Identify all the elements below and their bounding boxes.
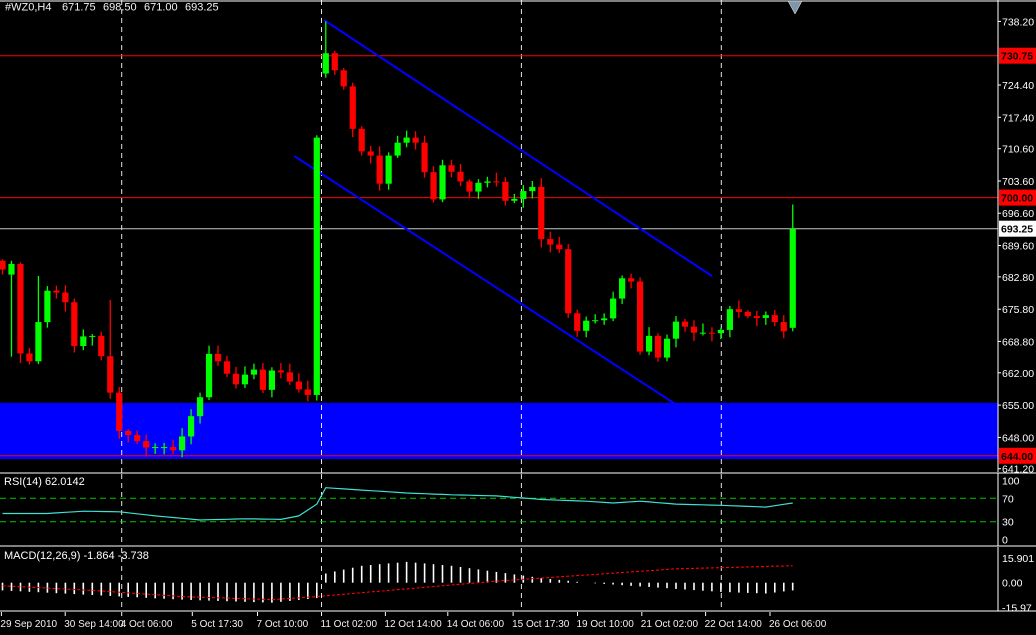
svg-text:662.00: 662.00 xyxy=(1002,368,1034,380)
svg-text:689.60: 689.60 xyxy=(1002,241,1034,253)
svg-text:703.60: 703.60 xyxy=(1002,176,1034,188)
svg-text:12 Oct 14:00: 12 Oct 14:00 xyxy=(384,619,442,630)
svg-text:710.60: 710.60 xyxy=(1002,144,1034,156)
svg-text:5 Oct 17:30: 5 Oct 17:30 xyxy=(191,619,243,630)
svg-text:4 Oct 06:00: 4 Oct 06:00 xyxy=(121,619,173,630)
svg-text:641.20: 641.20 xyxy=(1002,464,1034,476)
svg-text:671.00: 671.00 xyxy=(144,2,178,14)
svg-text:0: 0 xyxy=(1002,534,1008,546)
svg-text:15 Oct 17:30: 15 Oct 17:30 xyxy=(512,619,570,630)
svg-text:655.00: 655.00 xyxy=(1002,400,1034,412)
svg-text:700.00: 700.00 xyxy=(1001,193,1033,205)
svg-text:11 Oct 02:00: 11 Oct 02:00 xyxy=(321,619,378,630)
svg-text:693.25: 693.25 xyxy=(185,2,219,14)
svg-text:15.901: 15.901 xyxy=(1002,553,1034,565)
svg-text:26 Oct 06:00: 26 Oct 06:00 xyxy=(769,619,827,630)
svg-text:7 Oct 10:00: 7 Oct 10:00 xyxy=(257,619,309,630)
svg-text:22 Oct 14:00: 22 Oct 14:00 xyxy=(705,619,763,630)
svg-text:0.00: 0.00 xyxy=(1002,578,1023,590)
svg-text:644.00: 644.00 xyxy=(1001,451,1033,463)
svg-text:693.25: 693.25 xyxy=(1001,224,1033,236)
svg-text:648.00: 648.00 xyxy=(1002,432,1034,444)
svg-text:70: 70 xyxy=(1002,493,1014,505)
svg-text:19 Oct 10:00: 19 Oct 10:00 xyxy=(577,619,635,630)
svg-text:671.75: 671.75 xyxy=(62,2,96,14)
svg-text:21 Oct 02:00: 21 Oct 02:00 xyxy=(641,619,699,630)
svg-text:730.75: 730.75 xyxy=(1001,51,1033,63)
svg-text:30: 30 xyxy=(1002,517,1014,529)
svg-text:14 Oct 06:00: 14 Oct 06:00 xyxy=(447,619,505,630)
svg-text:668.80: 668.80 xyxy=(1002,336,1034,348)
svg-text:MACD(12,26,9) -1.864 -3.738: MACD(12,26,9) -1.864 -3.738 xyxy=(4,550,149,562)
svg-text:724.40: 724.40 xyxy=(1002,80,1034,92)
svg-text:682.80: 682.80 xyxy=(1002,272,1034,284)
svg-text:29 Sep 2010: 29 Sep 2010 xyxy=(0,619,57,630)
svg-text:698.50: 698.50 xyxy=(103,2,137,14)
svg-text:RSI(14) 62.0142: RSI(14) 62.0142 xyxy=(4,476,85,488)
svg-text:100: 100 xyxy=(1002,476,1020,488)
svg-text:717.40: 717.40 xyxy=(1002,112,1034,124)
svg-text:675.80: 675.80 xyxy=(1002,304,1034,316)
svg-text:696.60: 696.60 xyxy=(1002,208,1034,220)
svg-text:738.20: 738.20 xyxy=(1002,16,1034,28)
svg-text:#WZ0,H4: #WZ0,H4 xyxy=(5,2,51,14)
svg-text:30 Sep 14:00: 30 Sep 14:00 xyxy=(64,619,124,630)
